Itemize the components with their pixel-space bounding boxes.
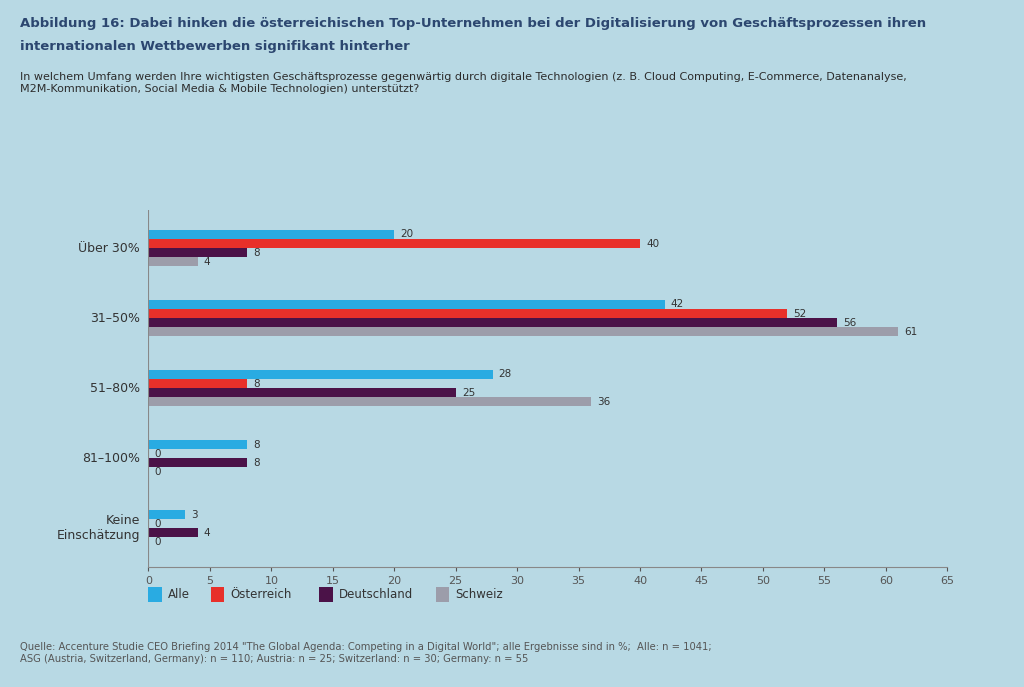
Text: 56: 56 [843,317,856,328]
Text: 4: 4 [204,528,210,538]
Text: Deutschland: Deutschland [339,588,414,600]
Bar [148,528,198,537]
Bar [148,309,787,318]
Text: 8: 8 [253,458,259,468]
Bar [148,388,456,397]
Text: 8: 8 [253,247,259,258]
Bar [148,257,198,267]
Text: Abbildung 16: Dabei hinken die österreichischen Top-Unternehmen bei der Digitali: Abbildung 16: Dabei hinken die österreic… [20,17,927,30]
Text: Österreich: Österreich [230,588,292,600]
Bar [148,300,665,309]
Text: In welchem Umfang werden Ihre wichtigsten Geschäftsprozesse gegenwärtig durch di: In welchem Umfang werden Ihre wichtigste… [20,72,907,93]
Bar [148,510,185,519]
Text: 0: 0 [155,519,161,529]
Bar [148,397,591,407]
Text: 0: 0 [155,537,161,547]
Text: 0: 0 [155,467,161,477]
Bar [148,458,247,467]
Text: 52: 52 [794,308,807,319]
Bar [148,239,640,248]
Text: Alle: Alle [168,588,189,600]
Text: 25: 25 [462,387,475,398]
Text: 20: 20 [400,229,414,239]
Text: 0: 0 [155,449,161,459]
Text: 28: 28 [499,370,512,379]
Text: 61: 61 [904,327,918,337]
Bar [148,327,898,337]
Text: Quelle: Accenture Studie CEO Briefing 2014 "The Global Agenda: Competing in a Di: Quelle: Accenture Studie CEO Briefing 20… [20,642,712,664]
Text: 4: 4 [204,257,210,267]
Text: 42: 42 [671,300,684,309]
Text: internationalen Wettbewerben signifikant hinterher: internationalen Wettbewerben signifikant… [20,40,411,53]
Bar [148,370,493,379]
Bar [148,440,247,449]
Text: 40: 40 [646,238,659,249]
Bar [148,318,837,327]
Bar [148,230,394,239]
Text: Schweiz: Schweiz [455,588,503,600]
Text: 3: 3 [191,510,198,519]
Text: 8: 8 [253,379,259,389]
Text: 36: 36 [597,397,610,407]
Text: 8: 8 [253,440,259,449]
Bar [148,379,247,388]
Bar [148,248,247,257]
